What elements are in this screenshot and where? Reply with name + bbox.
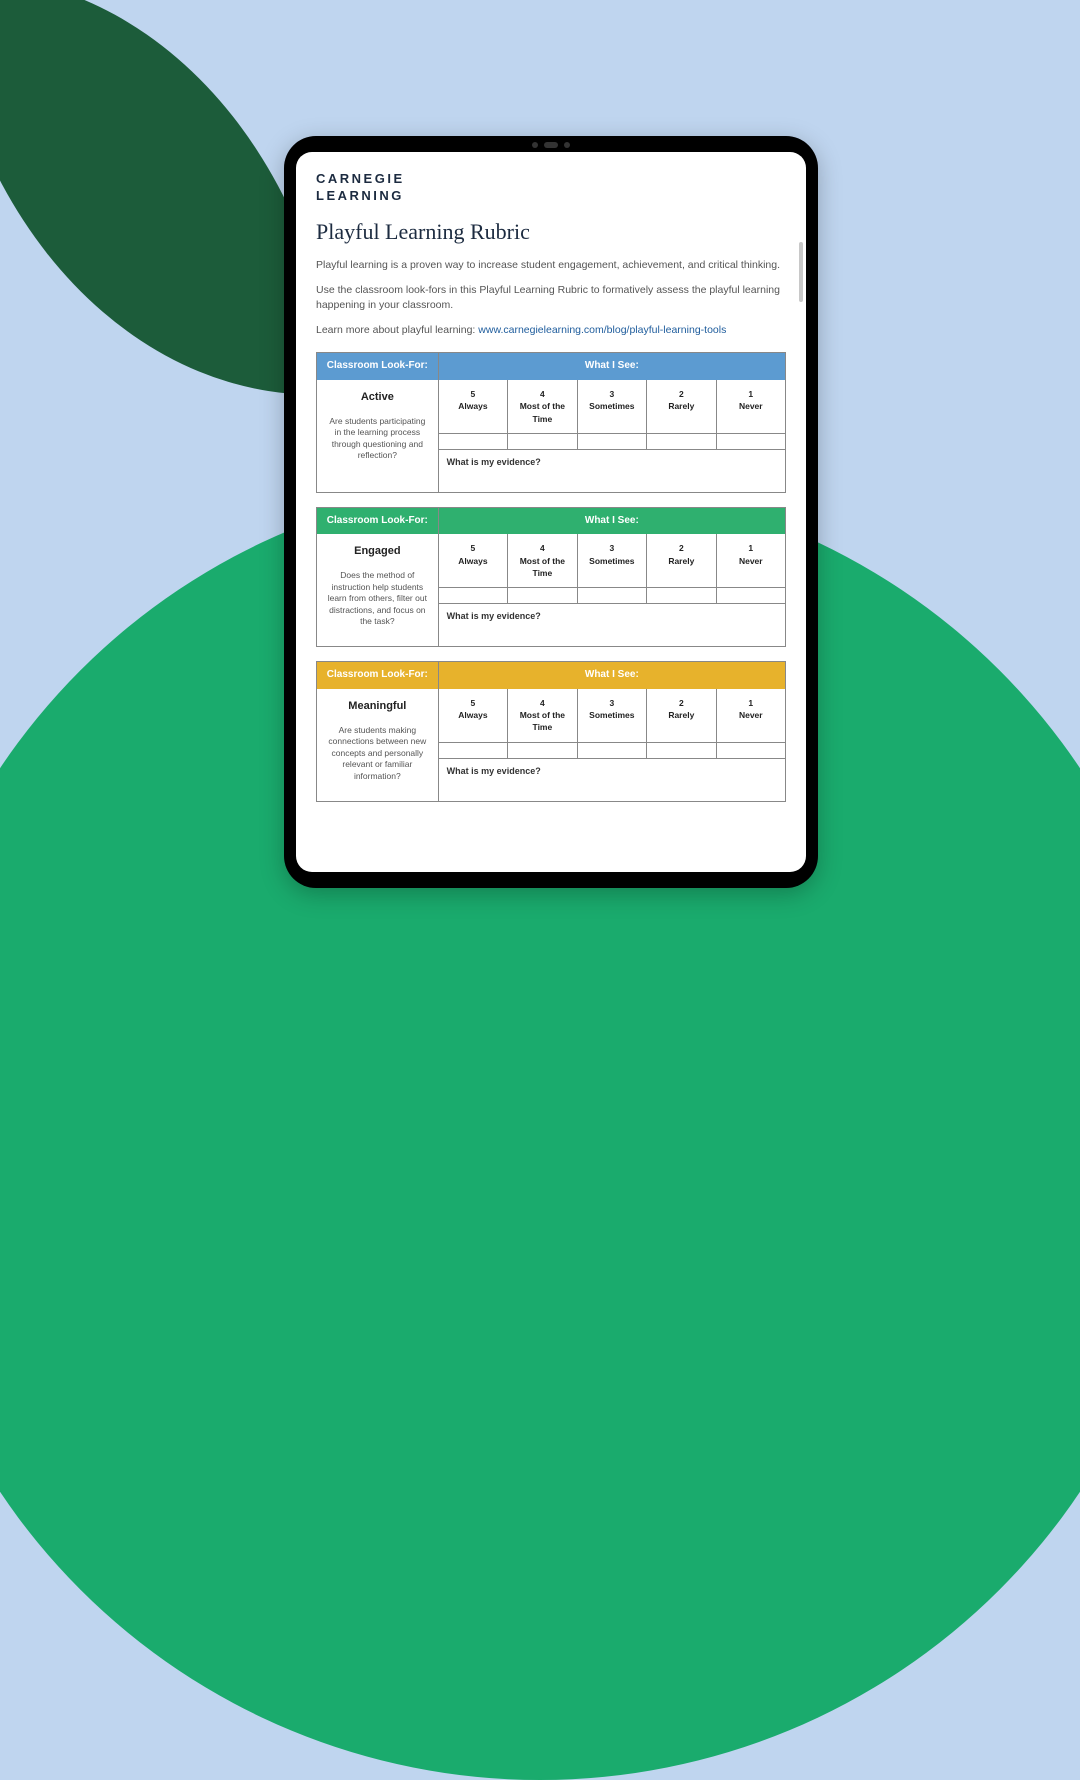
header-right: What I See: [439,508,785,535]
evidence-label: What is my evidence? [439,604,785,646]
blank-row [439,588,785,604]
intro-paragraph-2: Use the classroom look-fors in this Play… [316,283,786,313]
scale-cell[interactable]: 4Most of the Time [508,534,577,587]
intro3-prefix: Learn more about playful learning: [316,324,478,336]
category-question: Are students participating in the learni… [325,416,430,462]
header-right: What I See: [439,662,785,689]
intro-paragraph-1: Playful learning is a proven way to incr… [316,258,786,273]
scale-cell[interactable]: 5Always [439,380,508,433]
scale-cell[interactable]: 3Sometimes [578,689,647,742]
scale-cell[interactable]: 2Rarely [647,689,716,742]
scale-cell[interactable]: 3Sometimes [578,380,647,433]
rubric-section-active: Classroom Look-For: What I See: Active A… [316,352,786,492]
tablet-frame: CARNEGIE LEARNING Playful Learning Rubri… [284,136,818,888]
category-title: Active [325,390,430,406]
intro-paragraph-3: Learn more about playful learning: www.c… [316,323,786,338]
category-title: Engaged [325,544,430,560]
scale-cell[interactable]: 2Rarely [647,380,716,433]
category-question: Are students making connections between … [325,725,430,782]
category-question: Does the method of instruction help stud… [325,570,430,627]
scale-row: 5Always 4Most of the Time 3Sometimes 2Ra… [439,534,785,588]
header-left: Classroom Look-For: [317,353,439,380]
tablet-screen: CARNEGIE LEARNING Playful Learning Rubri… [296,152,806,872]
category-title: Meaningful [325,699,430,715]
scale-cell[interactable]: 4Most of the Time [508,689,577,742]
scale-cell[interactable]: 5Always [439,689,508,742]
page-title: Playful Learning Rubric [316,216,786,248]
brand-logo: CARNEGIE LEARNING [316,170,786,206]
logo-line2: LEARNING [316,187,786,206]
scale-cell[interactable]: 1Never [717,689,785,742]
scale-cell[interactable]: 4Most of the Time [508,380,577,433]
evidence-label: What is my evidence? [439,450,785,492]
evidence-label: What is my evidence? [439,759,785,801]
category-cell: Active Are students participating in the… [317,380,439,492]
rubric-section-meaningful: Classroom Look-For: What I See: Meaningf… [316,661,786,801]
scrollbar[interactable] [799,242,803,302]
learn-more-link[interactable]: www.carnegielearning.com/blog/playful-le… [478,324,726,336]
blank-row [439,434,785,450]
header-left: Classroom Look-For: [317,662,439,689]
scale-row: 5Always 4Most of the Time 3Sometimes 2Ra… [439,380,785,434]
rubric-header: Classroom Look-For: What I See: [317,662,785,689]
scale-row: 5Always 4Most of the Time 3Sometimes 2Ra… [439,689,785,743]
scale-cell[interactable]: 3Sometimes [578,534,647,587]
rubric-section-engaged: Classroom Look-For: What I See: Engaged … [316,507,786,647]
category-cell: Meaningful Are students making connectio… [317,689,439,801]
header-right: What I See: [439,353,785,380]
rubric-header: Classroom Look-For: What I See: [317,353,785,380]
category-cell: Engaged Does the method of instruction h… [317,534,439,646]
scale-cell[interactable]: 1Never [717,534,785,587]
scale-cell[interactable]: 1Never [717,380,785,433]
scale-cell[interactable]: 2Rarely [647,534,716,587]
header-left: Classroom Look-For: [317,508,439,535]
tablet-camera [532,142,570,148]
rubric-header: Classroom Look-For: What I See: [317,508,785,535]
scale-cell[interactable]: 5Always [439,534,508,587]
blank-row [439,743,785,759]
document: CARNEGIE LEARNING Playful Learning Rubri… [296,152,806,822]
